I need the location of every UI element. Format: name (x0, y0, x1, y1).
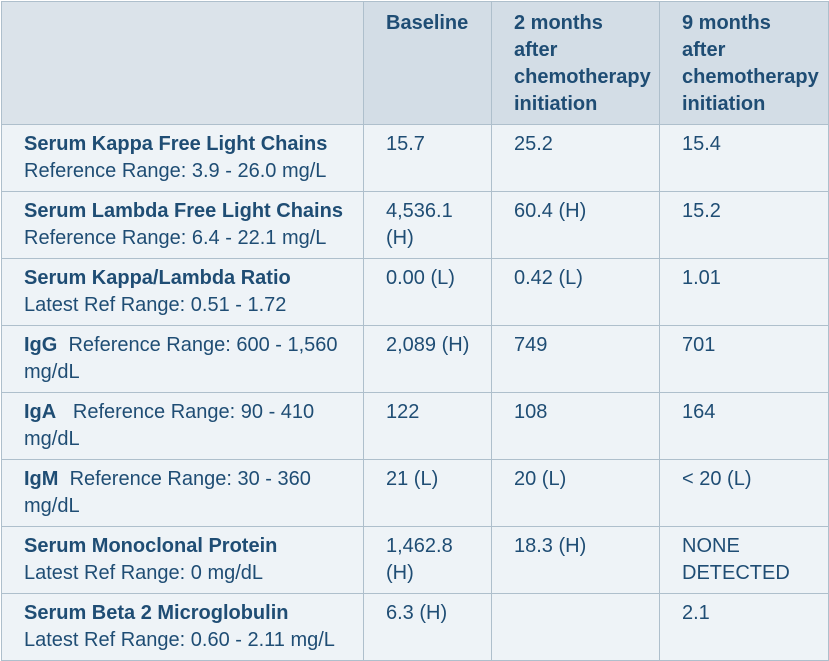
test-cell: Serum Kappa Free Light Chains Reference … (2, 125, 364, 192)
test-cell: IgM Reference Range: 30 - 360 mg/dL (2, 460, 364, 527)
table-row: IgG Reference Range: 600 - 1,560 mg/dL 2… (2, 326, 829, 393)
nine-months-value: 2.1 (660, 594, 829, 661)
reference-range: Latest Ref Range: 0.60 - 2.11 mg/L (24, 627, 353, 654)
baseline-value: 15.7 (364, 125, 492, 192)
nine-months-value: 15.2 (660, 192, 829, 259)
two-months-value (492, 594, 660, 661)
two-months-value: 18.3 (H) (492, 527, 660, 594)
reference-range: Latest Ref Range: 0.51 - 1.72 (24, 292, 353, 319)
header-nine-months: 9 months after chemotherapy initiation (660, 2, 829, 125)
nine-months-value: 1.01 (660, 259, 829, 326)
table-row: Serum Beta 2 Microglobulin Latest Ref Ra… (2, 594, 829, 661)
test-name: Serum Kappa/Lambda Ratio (24, 265, 353, 292)
two-months-value: 749 (492, 326, 660, 393)
test-name: Serum Monoclonal Protein (24, 533, 353, 560)
table-row: IgA Reference Range: 90 - 410 mg/dL 122 … (2, 393, 829, 460)
two-months-value: 25.2 (492, 125, 660, 192)
test-cell: Serum Monoclonal Protein Latest Ref Rang… (2, 527, 364, 594)
test-cell: IgA Reference Range: 90 - 410 mg/dL (2, 393, 364, 460)
test-name: Serum Kappa Free Light Chains (24, 131, 353, 158)
nine-months-value: 164 (660, 393, 829, 460)
reference-range: Reference Range: 600 - 1,560 mg/dL (24, 334, 338, 383)
header-blank (2, 2, 364, 125)
baseline-value: 6.3 (H) (364, 594, 492, 661)
test-cell: Serum Lambda Free Light Chains Reference… (2, 192, 364, 259)
table-row: Serum Kappa/Lambda Ratio Latest Ref Rang… (2, 259, 829, 326)
nine-months-value: < 20 (L) (660, 460, 829, 527)
header-row: Baseline 2 months after chemotherapy ini… (2, 2, 829, 125)
baseline-value: 4,536.1 (H) (364, 192, 492, 259)
table-row: Serum Lambda Free Light Chains Reference… (2, 192, 829, 259)
baseline-value: 122 (364, 393, 492, 460)
nine-months-value: NONE DETECTED (660, 527, 829, 594)
test-cell: Serum Kappa/Lambda Ratio Latest Ref Rang… (2, 259, 364, 326)
test-cell: IgG Reference Range: 600 - 1,560 mg/dL (2, 326, 364, 393)
test-name: Serum Beta 2 Microglobulin (24, 600, 353, 627)
table-row: Serum Monoclonal Protein Latest Ref Rang… (2, 527, 829, 594)
reference-range: Reference Range: 3.9 - 26.0 mg/L (24, 158, 353, 185)
nine-months-value: 701 (660, 326, 829, 393)
table-row: IgM Reference Range: 30 - 360 mg/dL 21 (… (2, 460, 829, 527)
table-row: Serum Kappa Free Light Chains Reference … (2, 125, 829, 192)
test-name: Serum Lambda Free Light Chains (24, 198, 353, 225)
test-name: IgM (24, 468, 58, 490)
baseline-value: 2,089 (H) (364, 326, 492, 393)
two-months-value: 20 (L) (492, 460, 660, 527)
test-name: IgG (24, 334, 57, 356)
header-two-months: 2 months after chemotherapy initiation (492, 2, 660, 125)
reference-range: Reference Range: 6.4 - 22.1 mg/L (24, 225, 353, 252)
reference-range: Reference Range: 30 - 360 mg/dL (24, 468, 311, 517)
baseline-value: 21 (L) (364, 460, 492, 527)
nine-months-value: 15.4 (660, 125, 829, 192)
header-baseline: Baseline (364, 2, 492, 125)
test-cell: Serum Beta 2 Microglobulin Latest Ref Ra… (2, 594, 364, 661)
two-months-value: 0.42 (L) (492, 259, 660, 326)
baseline-value: 0.00 (L) (364, 259, 492, 326)
two-months-value: 60.4 (H) (492, 192, 660, 259)
reference-range: Reference Range: 90 - 410 mg/dL (24, 401, 314, 450)
test-name: IgA (24, 401, 56, 423)
baseline-value: 1,462.8 (H) (364, 527, 492, 594)
two-months-value: 108 (492, 393, 660, 460)
reference-range: Latest Ref Range: 0 mg/dL (24, 560, 353, 587)
